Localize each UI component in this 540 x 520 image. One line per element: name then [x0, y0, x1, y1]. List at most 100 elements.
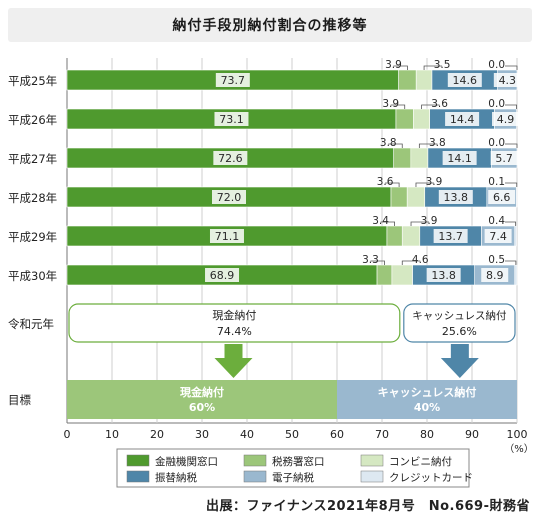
bar-segment — [413, 108, 431, 130]
outside-data-label: 3.9 — [421, 215, 438, 227]
x-tick-label: 30 — [195, 428, 209, 441]
data-label: 72.0 — [217, 191, 242, 204]
data-label: 14.1 — [447, 152, 472, 165]
data-label-box — [212, 190, 246, 204]
outside-data-label: 3.8 — [429, 137, 446, 149]
leader-line — [401, 260, 421, 265]
outside-data-label: 0.0 — [488, 98, 505, 110]
category-label: 平成30年 — [8, 269, 57, 283]
data-label: 5.7 — [495, 152, 513, 165]
outside-data-label: 3.5 — [434, 59, 451, 71]
target-cash-value: 60% — [189, 401, 215, 414]
data-label: 7.4 — [489, 230, 507, 243]
legend-label: 税務署窓口 — [272, 455, 325, 468]
outside-data-label: 3.9 — [385, 59, 402, 71]
target-cashless-value: 40% — [414, 401, 440, 414]
data-label: 4.3 — [499, 74, 517, 87]
target-cash-label: 現金納付 — [180, 385, 224, 399]
x-tick-label: 100 — [507, 428, 528, 441]
leader-line — [505, 143, 518, 148]
outside-data-label: 3.4 — [372, 215, 389, 227]
bar-segment — [401, 225, 421, 247]
data-label-box — [492, 112, 520, 126]
target-cashless-bar — [337, 380, 517, 419]
legend — [116, 448, 470, 488]
leader-line — [370, 260, 385, 265]
x-unit-label: （%） — [504, 443, 534, 455]
reiwa-label: 令和元年 — [8, 317, 54, 331]
data-label: 8.9 — [486, 269, 504, 282]
data-label-box — [433, 229, 468, 243]
cash-arrow-icon — [214, 344, 253, 378]
x-tick-label: 70 — [375, 428, 389, 441]
data-label-box — [442, 151, 477, 165]
outside-data-label: 0.4 — [488, 215, 505, 227]
category-label: 平成26年 — [8, 113, 57, 127]
leader-line — [505, 65, 518, 70]
data-label-box — [209, 229, 244, 243]
reiwa-cash-box — [68, 303, 401, 343]
leader-line — [410, 221, 430, 226]
bar-segment — [415, 69, 433, 91]
data-label-box — [490, 151, 518, 165]
outside-data-label: 0.0 — [488, 137, 505, 149]
category-label: 平成25年 — [8, 74, 57, 88]
leader-line — [390, 104, 406, 109]
data-label-box — [493, 73, 521, 87]
leader-line — [423, 65, 443, 70]
chart-title: 納付手段別納付割合の推移等 — [8, 8, 532, 42]
leader-line — [505, 182, 518, 187]
bar-segment — [514, 225, 517, 247]
category-label: 平成28年 — [8, 191, 57, 205]
x-tick-label: 60 — [330, 428, 344, 441]
x-tick-label: 0 — [64, 428, 71, 441]
data-label: 14.6 — [453, 74, 478, 87]
reiwa-cashless-label: キャッシュレス納付 — [412, 309, 506, 322]
outside-data-label: 3.9 — [426, 176, 443, 188]
legend-swatch — [126, 454, 150, 467]
category-label: 平成29年 — [8, 230, 57, 244]
x-tick-label: 20 — [150, 428, 164, 441]
data-label-box — [488, 190, 516, 204]
bar-segment — [395, 108, 414, 130]
data-label-box — [484, 229, 512, 243]
legend-label: 電子納税 — [272, 471, 314, 484]
outside-data-label: 3.3 — [362, 254, 379, 266]
legend-swatch — [243, 470, 267, 483]
target-cashless-label: キャッシュレス納付 — [378, 385, 477, 399]
data-label-box — [205, 268, 240, 282]
outside-data-label: 3.9 — [382, 98, 399, 110]
category-label: 平成27年 — [8, 152, 57, 166]
bar-segment — [406, 186, 426, 208]
data-label: 4.9 — [497, 113, 515, 126]
leader-line — [505, 104, 517, 109]
data-label: 13.8 — [431, 269, 456, 282]
bar-segment — [514, 264, 518, 286]
legend-label: 振替納税 — [155, 471, 197, 484]
data-label: 73.1 — [219, 113, 244, 126]
leader-line — [393, 65, 408, 70]
data-label: 73.7 — [221, 74, 246, 87]
outside-data-label: 0.5 — [488, 254, 505, 266]
x-tick-label: 80 — [420, 428, 434, 441]
data-label-box — [438, 190, 473, 204]
data-label-box — [447, 73, 482, 87]
legend-label: 金融機関窓口 — [155, 455, 218, 468]
data-label: 71.1 — [215, 230, 240, 243]
legend-swatch — [360, 454, 384, 467]
x-tick-label: 10 — [105, 428, 119, 441]
legend-swatch — [360, 470, 384, 483]
data-label: 6.6 — [493, 191, 511, 204]
data-label-box — [481, 268, 509, 282]
x-tick-label: 90 — [465, 428, 479, 441]
leader-line — [380, 221, 396, 226]
leader-line — [385, 182, 400, 187]
data-label: 13.7 — [438, 230, 463, 243]
reiwa-cashless-box — [403, 303, 516, 343]
target-cash-bar — [67, 380, 337, 419]
data-label: 68.9 — [210, 269, 235, 282]
bar-segment — [390, 186, 408, 208]
outside-data-label: 3.6 — [431, 98, 448, 110]
legend-swatch — [243, 454, 267, 467]
